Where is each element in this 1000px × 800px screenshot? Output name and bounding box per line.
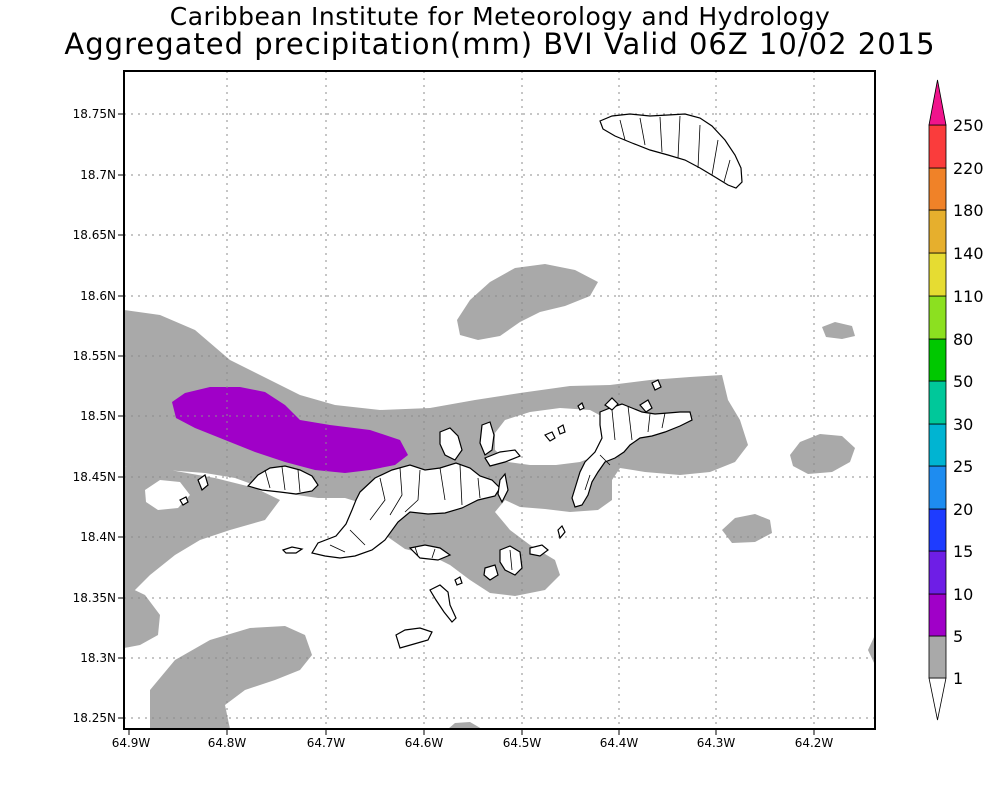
title-institute: Caribbean Institute for Meteorology and … <box>169 2 831 31</box>
island-mosquito <box>639 399 653 413</box>
island-dog-island <box>557 424 566 435</box>
island-carrot-rock <box>454 576 463 586</box>
legend-bin <box>928 252 947 297</box>
legend-level-label: 5 <box>953 627 963 646</box>
island-green-cay <box>179 496 189 506</box>
legend-level-label: 1 <box>953 669 963 688</box>
legend-bin-above-max <box>928 79 947 126</box>
lon-tick-label: 64.6W <box>405 736 444 750</box>
title-product: Aggregated precipitation(mm) BVI Valid 0… <box>64 27 936 61</box>
island-boundaries <box>264 115 731 571</box>
island-great-camanoe <box>479 421 495 456</box>
precip-area-gray-east-1 <box>822 322 855 339</box>
legend-level-label: 220 <box>953 159 984 178</box>
island-ginger <box>529 544 549 557</box>
island-small-north <box>577 402 585 411</box>
lon-tick-label: 64.9W <box>112 736 151 750</box>
lon-tick-label: 64.2W <box>795 736 834 750</box>
island-prickly-pear <box>651 379 662 391</box>
precip-hole-2 <box>145 480 190 510</box>
precip-area-purple <box>172 387 408 473</box>
legend-bin <box>928 593 947 637</box>
lat-tick-label: 18.45N <box>73 470 116 484</box>
map-frame <box>123 70 876 730</box>
precip-area-gray-east-2 <box>790 434 855 474</box>
lat-tick-label: 18.75N <box>73 107 116 121</box>
lat-tick-label: 18.4N <box>80 530 116 544</box>
island-scrub <box>484 449 521 467</box>
legend-bin-below-min <box>928 677 947 721</box>
island-beef-island <box>497 472 509 504</box>
legend-bin <box>928 380 947 425</box>
legend-level-label: 10 <box>953 585 973 604</box>
lat-tick-label: 18.35N <box>73 591 116 605</box>
lat-tick-label: 18.65N <box>73 228 116 242</box>
lon-tick-label: 64.3W <box>697 736 736 750</box>
islands <box>179 113 743 649</box>
lat-tick-label: 18.25N <box>73 711 116 725</box>
island-fallen-jerusalem <box>557 524 566 540</box>
precip-area-gray-south <box>448 722 482 729</box>
legend-level-label: 140 <box>953 244 984 263</box>
legend-bin <box>928 508 947 552</box>
island-tortola <box>311 462 501 559</box>
legend-level-label: 250 <box>953 116 984 135</box>
legend-level-label: 110 <box>953 287 984 306</box>
legend-bin <box>928 209 947 254</box>
lat-tick-label: 18.3N <box>80 651 116 665</box>
legend-level-label: 20 <box>953 500 973 519</box>
lon-axis: 64.9W 64.8W 64.7W 64.6W 64.5W 64.4W 64.3… <box>112 729 834 750</box>
lat-tick-label: 18.55N <box>73 349 116 363</box>
lon-tick-label: 64.5W <box>503 736 542 750</box>
precipitation-field <box>124 264 875 729</box>
map-plot-area <box>123 70 876 730</box>
lon-tick-label: 64.8W <box>208 736 247 750</box>
lat-axis: 18.75N 18.7N 18.65N 18.6N 18.55N 18.5N 1… <box>73 107 124 725</box>
precip-area-gray-east-3 <box>722 514 772 543</box>
legend-level-label: 30 <box>953 415 973 434</box>
legend-bin <box>928 295 947 340</box>
lat-tick-label: 18.7N <box>80 168 116 182</box>
map-gridlines <box>124 71 875 729</box>
island-guana <box>439 427 463 461</box>
lon-tick-label: 64.4W <box>600 736 639 750</box>
precip-area-gray-southwest-1 <box>124 585 160 648</box>
legend-bin <box>928 550 947 595</box>
precip-area-gray-north <box>457 264 598 340</box>
precip-area-gray-southwest-2 <box>150 626 312 729</box>
island-salt <box>483 564 499 581</box>
legend-level-label: 80 <box>953 330 973 349</box>
legend-level-label: 50 <box>953 372 973 391</box>
island-norman-south <box>395 627 433 649</box>
legend-level-label: 15 <box>953 542 973 561</box>
island-peter <box>408 544 452 561</box>
legend-bin <box>928 124 947 169</box>
island-anegada <box>599 113 743 189</box>
island-marina-cay <box>544 431 556 442</box>
legend-level-label: 180 <box>953 201 984 220</box>
legend-bin <box>928 167 947 211</box>
legend-bin <box>928 465 947 510</box>
island-sandy <box>197 474 209 491</box>
legend-bin <box>928 338 947 382</box>
island-norman <box>429 584 457 623</box>
lat-tick-label: 18.6N <box>80 289 116 303</box>
precip-area-gray-main <box>124 310 748 596</box>
legend-level-label: 25 <box>953 457 973 476</box>
lat-tick-label: 18.5N <box>80 409 116 423</box>
island-little-thatch <box>281 546 304 554</box>
legend-bin <box>928 635 947 679</box>
island-necker <box>604 397 619 411</box>
legend-bin <box>928 423 947 467</box>
island-virgin-gorda <box>571 403 693 508</box>
lon-tick-label: 64.7W <box>307 736 346 750</box>
